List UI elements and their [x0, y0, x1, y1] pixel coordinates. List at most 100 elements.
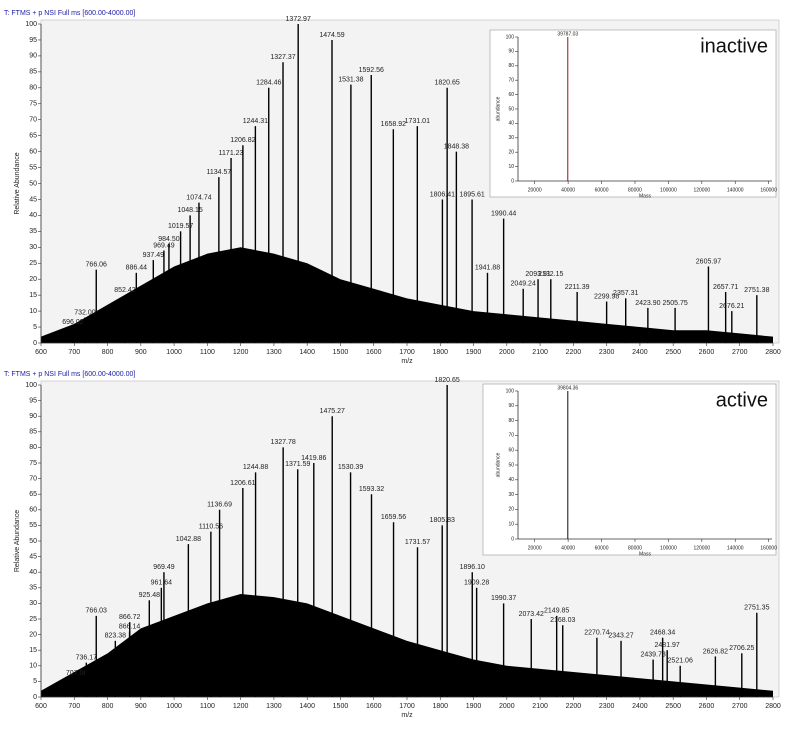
x-tick-label: 2200 — [566, 349, 582, 356]
x-tick-label: 2300 — [599, 703, 615, 710]
peak-label: 2439.73 — [640, 651, 665, 658]
x-tick-label: 2700 — [732, 703, 748, 710]
peak-label: 1731.57 — [405, 539, 430, 546]
peak-label: 1848.38 — [444, 143, 469, 150]
x-tick-label: 1900 — [466, 703, 482, 710]
peak-label: 2521.06 — [668, 658, 693, 665]
y-tick-label: 55 — [29, 164, 37, 171]
peak-label: 1592.56 — [359, 67, 384, 74]
x-tick-label: 700 — [68, 349, 80, 356]
peak-label: 1136.69 — [207, 502, 232, 509]
peak-label: 1530.39 — [338, 464, 363, 471]
peak-label: 2343.27 — [608, 633, 633, 640]
x-axis-label: m/z — [401, 358, 413, 365]
peak-label: 823.38 — [105, 633, 127, 640]
corner-label: active — [716, 389, 768, 411]
x-tick-label: 120000 — [693, 545, 710, 551]
y-tick-label: 50 — [29, 180, 37, 187]
peak-label: 1475.27 — [320, 408, 345, 415]
x-tick-label: 100000 — [660, 545, 677, 551]
peak-label: 2657.71 — [713, 284, 738, 291]
y-tick-label: 90 — [29, 413, 37, 420]
y-tick-label: 85 — [29, 429, 37, 436]
peak-label: 2751.38 — [744, 287, 769, 294]
peak-label: 1074.74 — [186, 194, 211, 201]
x-tick-label: 2500 — [665, 349, 681, 356]
peak-label: 969.49 — [153, 564, 175, 571]
y-tick-label: 90 — [29, 53, 37, 60]
peak-label: 1909.28 — [464, 580, 489, 587]
peak-label: 1371.59 — [285, 461, 310, 468]
y-tick-label: 20 — [29, 631, 37, 638]
x-tick-label: 80000 — [628, 187, 642, 193]
peak-label: 2423.90 — [635, 300, 660, 307]
y-tick-label: 30 — [29, 244, 37, 251]
x-tick-label: 1600 — [366, 703, 382, 710]
x-tick-label: 2100 — [532, 349, 548, 356]
x-tick-label: 160000 — [760, 545, 777, 551]
peak-label: 2505.75 — [662, 300, 687, 307]
y-tick-label: 15 — [29, 292, 37, 299]
y-tick-label: 60 — [508, 448, 514, 454]
peak-label: 1895.61 — [459, 191, 484, 198]
y-tick-label: 30 — [508, 135, 514, 141]
y-tick-label: 60 — [29, 507, 37, 514]
y-tick-label: 50 — [508, 106, 514, 112]
mass-label: 39787.03 — [557, 31, 578, 37]
y-tick-label: 45 — [29, 553, 37, 560]
y-tick-label: 95 — [29, 397, 37, 404]
y-tick-label: 75 — [29, 101, 37, 108]
x-tick-label: 2600 — [699, 349, 715, 356]
y-tick-label: 60 — [508, 92, 514, 98]
x-tick-label: 80000 — [628, 545, 642, 551]
y-tick-label: 35 — [29, 228, 37, 235]
peak-label: 1134.57 — [206, 169, 231, 176]
y-tick-label: 55 — [29, 522, 37, 529]
peak-label: 925.48 — [139, 592, 161, 599]
x-tick-label: 1400 — [299, 349, 315, 356]
x-tick-label: 1400 — [299, 703, 315, 710]
y-tick-label: 45 — [29, 196, 37, 203]
x-tick-label: 2800 — [765, 703, 781, 710]
peak-label: 1206.82 — [230, 137, 255, 144]
peak-label: 1244.31 — [243, 118, 268, 125]
y-tick-label: 0 — [511, 536, 514, 542]
y-tick-label: 25 — [29, 616, 37, 623]
y-tick-label: 10 — [29, 308, 37, 315]
x-tick-label: 2000 — [499, 349, 515, 356]
peak-label: 886.44 — [126, 265, 148, 272]
peak-label: 1110.56 — [199, 523, 223, 530]
peak-label: 852.42 — [114, 287, 136, 294]
x-tick-label: 1200 — [233, 349, 249, 356]
peak-label: 2357.31 — [613, 290, 638, 297]
x-axis-label: Mass — [639, 193, 651, 199]
y-tick-label: 100 — [506, 388, 515, 394]
x-tick-label: 1100 — [200, 703, 215, 710]
peak-label: 766.03 — [86, 608, 108, 615]
peak-label: 961.64 — [151, 580, 173, 587]
x-tick-label: 2400 — [632, 349, 648, 356]
x-tick-label: 2600 — [699, 703, 715, 710]
peak-label: 1731.01 — [405, 118, 430, 125]
peak-label: 707.06 — [66, 670, 88, 677]
peak-label: 2605.97 — [696, 258, 721, 265]
x-tick-label: 1900 — [466, 349, 482, 356]
spectrum-header: T: FTMS + p NSI Full ms [600.00-4000.00] — [4, 371, 135, 378]
peak-label: 969.49 — [153, 242, 175, 249]
y-tick-label: 10 — [508, 164, 514, 170]
y-tick-label: 80 — [29, 85, 37, 92]
peak-label: 2270.74 — [584, 630, 609, 637]
x-tick-label: 900 — [135, 703, 147, 710]
y-tick-label: 25 — [29, 260, 37, 267]
y-tick-label: 100 — [25, 382, 37, 389]
y-tick-label: 10 — [29, 663, 37, 670]
peak-label: 2468.34 — [650, 630, 675, 637]
y-tick-label: 20 — [29, 276, 37, 283]
x-tick-label: 2100 — [532, 703, 548, 710]
y-tick-label: 80 — [29, 444, 37, 451]
y-tick-label: 50 — [508, 462, 514, 468]
x-tick-label: 2300 — [599, 349, 615, 356]
y-tick-label: 90 — [508, 49, 514, 55]
peak-label: 1806.41 — [430, 191, 455, 198]
peak-label: 1820.65 — [434, 80, 459, 87]
